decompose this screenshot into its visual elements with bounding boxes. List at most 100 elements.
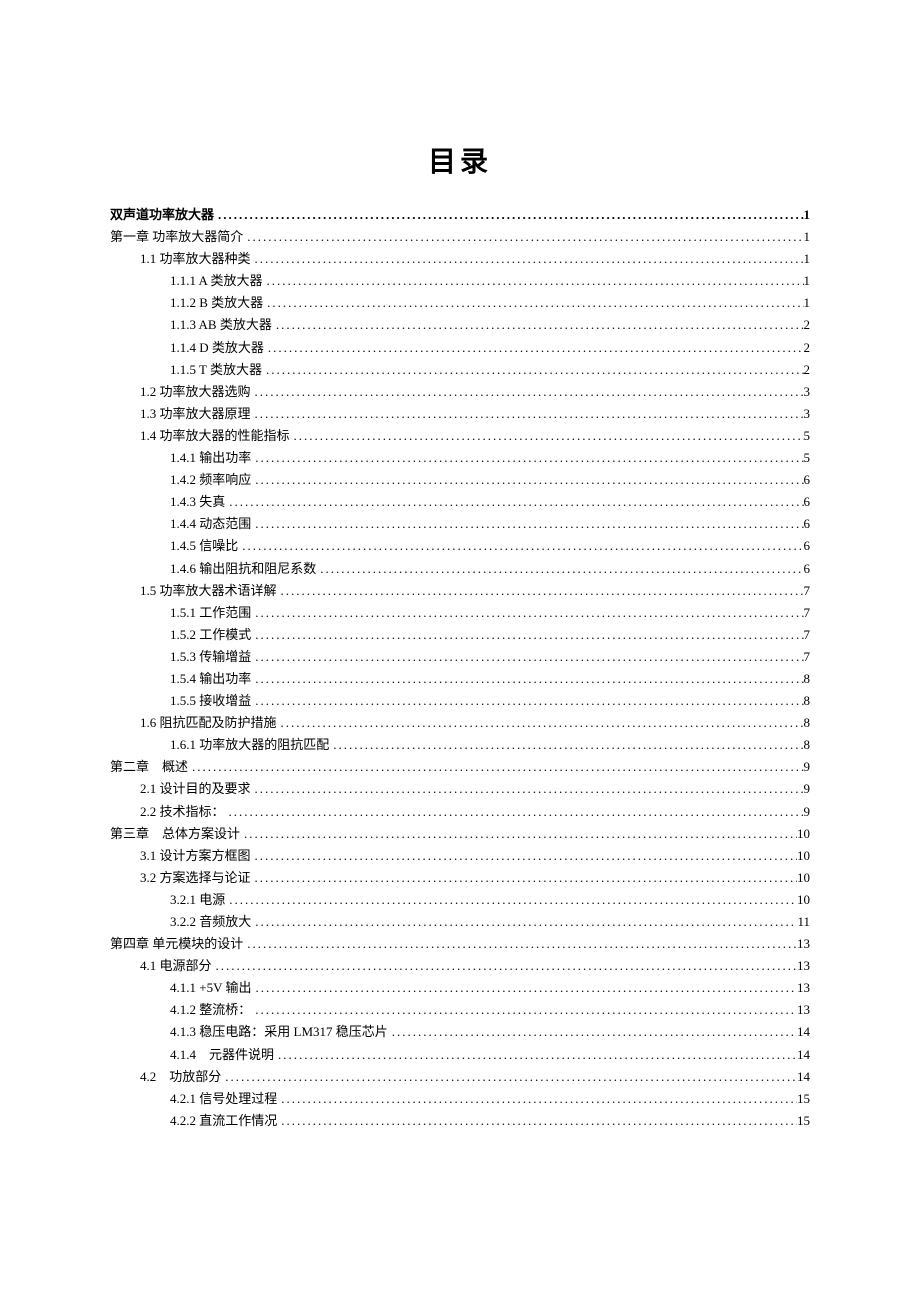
toc-leader [225,491,803,513]
toc-entry: 2.1 设计目的及要求 9 [110,778,810,800]
toc-entry-page: 7 [804,624,811,646]
toc-entry-label: 1.1.2 B 类放大器 [170,292,263,314]
toc-leader [251,469,803,491]
toc-entry-page: 6 [804,513,811,535]
toc-leader [262,270,803,292]
toc-entry: 1.5 功率放大器术语详解7 [110,580,810,602]
toc-entry-label: 1.4 功率放大器的性能指标 [140,425,290,447]
toc-leader [329,734,803,756]
toc-entry: 3.2 方案选择与论证10 [110,867,810,889]
toc-entry-label: 2.2 技术指标： [140,801,225,823]
toc-entry-label: 1.1.4 D 类放大器 [170,337,264,359]
toc-entry: 4.2.1 信号处理过程15 [110,1088,810,1110]
toc-entry: 1.1.1 A 类放大器1 [110,270,810,292]
toc-leader [277,1110,797,1132]
toc-entry-page: 14 [797,1044,810,1066]
toc-entry: 第二章 概述9 [110,756,810,778]
toc-entry-label: 1.1 功率放大器种类 [140,248,251,270]
toc-entry: 第四章 单元模块的设计13 [110,933,810,955]
toc-entry-label: 1.6 阻抗匹配及防护措施 [140,712,277,734]
toc-entry-label: 1.3 功率放大器原理 [140,403,251,425]
toc-title: 目录 [110,140,810,180]
toc-entry: 3.1 设计方案方框图10 [110,845,810,867]
toc-leader [264,337,804,359]
toc-entry: 1.6 阻抗匹配及防护措施8 [110,712,810,734]
toc-entry-label: 3.1 设计方案方框图 [140,845,251,867]
toc-entry: 1.1.5 T 类放大器 2 [110,359,810,381]
toc-entry: 1.5.2 工作模式 7 [110,624,810,646]
toc-entry-page: 13 [797,999,810,1021]
toc-entry-page: 7 [804,580,811,602]
toc-leader [290,425,804,447]
toc-leader [188,756,803,778]
toc-leader [251,624,803,646]
toc-entry-page: 10 [797,823,810,845]
toc-leader [240,823,797,845]
toc-entry-label: 4.2 功放部分 [140,1066,221,1088]
toc-entry-label: 2.1 设计目的及要求 [140,778,251,800]
toc-leader [251,668,803,690]
toc-entry-page: 6 [804,469,811,491]
toc-entry: 1.4.3 失真6 [110,491,810,513]
toc-leader [263,292,803,314]
toc-entry-page: 2 [804,314,811,336]
toc-entry-page: 13 [797,977,810,999]
toc-entry: 2.2 技术指标：9 [110,801,810,823]
toc-leader [225,801,804,823]
toc-leader [214,204,803,226]
toc-entry-label: 3.2.1 电源 [170,889,225,911]
toc-entry-label: 4.2.2 直流工作情况 [170,1110,277,1132]
toc-entry-label: 1.1.5 T 类放大器 [170,359,262,381]
toc-entry-label: 1.1.1 A 类放大器 [170,270,262,292]
toc-entry-label: 1.2 功率放大器选购 [140,381,251,403]
toc-entry-label: 1.6.1 功率放大器的阻抗匹配 [170,734,329,756]
toc-entry-page: 1 [804,204,811,226]
toc-leader [212,955,797,977]
toc-entry: 1.6.1 功率放大器的阻抗匹配 8 [110,734,810,756]
toc-entry: 4.1.4 元器件说明14 [110,1044,810,1066]
toc-entry-page: 3 [804,403,811,425]
toc-entry-label: 4.1.3 稳压电路：采用 LM317 稳压芯片 [170,1021,388,1043]
toc-leader [251,646,803,668]
toc-entry-page: 6 [804,535,811,557]
toc-leader [277,580,804,602]
toc-entry: 双声道功率放大器 1 [110,204,810,226]
toc-entry-label: 1.5.2 工作模式 [170,624,251,646]
toc-entry-label: 1.4.6 输出阻抗和阻尼系数 [170,558,316,580]
toc-entry-page: 1 [804,292,811,314]
toc-leader [251,248,804,270]
toc-entry-label: 1.4.4 动态范围 [170,513,251,535]
toc-entry-label: 第三章 总体方案设计 [110,823,240,845]
toc-entry: 1.1.2 B 类放大器 1 [110,292,810,314]
toc-entry-page: 2 [804,337,811,359]
toc-entry: 1.1 功率放大器种类1 [110,248,810,270]
toc-entry-label: 4.1.1 +5V 输出 [170,977,252,999]
toc-entry-label: 双声道功率放大器 [110,204,214,226]
toc-entry-page: 8 [804,734,811,756]
toc-entry-page: 10 [797,889,810,911]
toc-leader [316,558,803,580]
toc-entry-page: 6 [804,558,811,580]
toc-entry: 4.2 功放部分14 [110,1066,810,1088]
toc-entry-page: 9 [804,778,811,800]
toc-entry-label: 1.4.3 失真 [170,491,225,513]
toc-leader [251,867,797,889]
toc-entry: 4.1 电源部分 13 [110,955,810,977]
toc-entry: 1.2 功率放大器选购3 [110,381,810,403]
toc-entry-label: 4.1 电源部分 [140,955,212,977]
toc-entry-page: 9 [804,756,811,778]
toc-leader [251,845,797,867]
toc-entry-page: 8 [804,690,811,712]
toc-entry-label: 1.4.5 信噪比 [170,535,238,557]
toc-list: 双声道功率放大器1第一章 功率放大器简介11.1 功率放大器种类11.1.1 A… [110,204,810,1132]
toc-entry-label: 1.4.1 输出功率 [170,447,251,469]
toc-entry: 1.5.5 接收增益8 [110,690,810,712]
toc-entry-page: 7 [804,602,811,624]
toc-entry-page: 2 [804,359,811,381]
toc-entry-page: 7 [804,646,811,668]
toc-entry: 4.1.1 +5V 输出 13 [110,977,810,999]
toc-entry-page: 13 [797,955,810,977]
toc-entry: 4.2.2 直流工作情况15 [110,1110,810,1132]
toc-entry: 3.2.1 电源 10 [110,889,810,911]
toc-entry: 1.5.4 输出功率8 [110,668,810,690]
